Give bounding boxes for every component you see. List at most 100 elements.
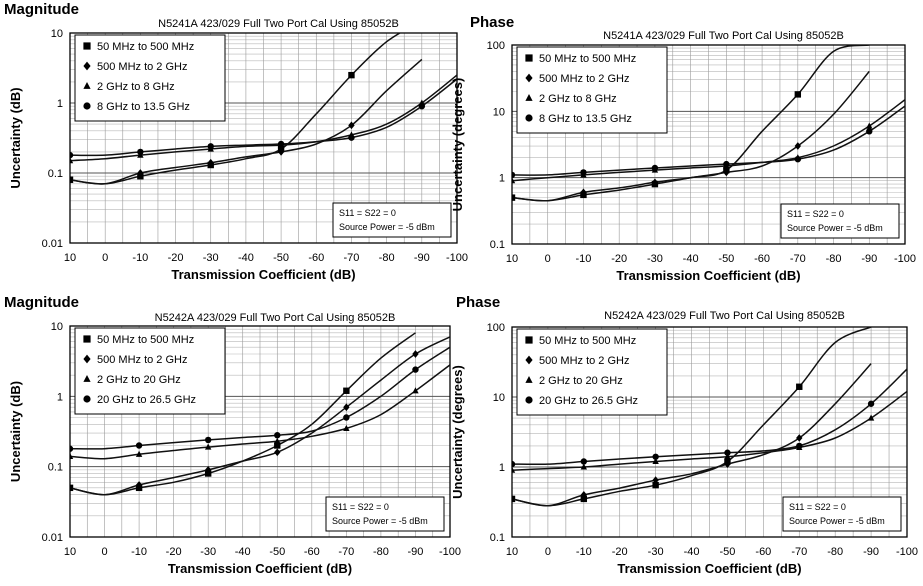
chart-title: N5241A 423/029 Full Two Port Cal Using 8… bbox=[158, 18, 399, 30]
chart-panel-4: Phase N5242A 423/029 Full Two Port Cal Us… bbox=[450, 294, 918, 576]
series-4-point bbox=[412, 366, 419, 373]
x-tick-label: -80 bbox=[373, 546, 389, 558]
series-2-point bbox=[274, 448, 281, 457]
x-tick-label: -100 bbox=[896, 546, 918, 558]
plot-area bbox=[512, 45, 905, 202]
series-4-point bbox=[348, 134, 355, 141]
x-tick-label: -100 bbox=[894, 253, 916, 265]
x-tick-label: -30 bbox=[200, 546, 216, 558]
plot-frame bbox=[511, 326, 908, 538]
x-tick-label: -30 bbox=[648, 546, 664, 558]
x-tick-label: -50 bbox=[269, 546, 285, 558]
x-tick-label: -70 bbox=[344, 252, 360, 264]
y-tick-label: 0.01 bbox=[42, 238, 63, 250]
x-tick-label: -20 bbox=[611, 253, 627, 265]
series-4-point bbox=[794, 155, 802, 163]
x-tick-label: -60 bbox=[755, 546, 771, 558]
notes-frame bbox=[780, 203, 900, 239]
legend-label-3: 2 GHz to 20 GHz bbox=[97, 374, 181, 386]
series-2-point bbox=[207, 158, 214, 167]
x-tick-label: 0 bbox=[545, 253, 551, 265]
y-tick-label: 100 bbox=[487, 322, 505, 334]
x-tick-label: -100 bbox=[439, 546, 461, 558]
notes-box: S11 = S22 = 0 Source Power = -5 dBm bbox=[780, 203, 900, 239]
x-tick-label: -80 bbox=[379, 252, 395, 264]
series-4-point bbox=[580, 169, 587, 176]
series-line-2 bbox=[512, 70, 870, 202]
y-tick-label: 0.01 bbox=[42, 532, 63, 544]
x-tick-label: -90 bbox=[414, 252, 430, 264]
legend-box bbox=[74, 327, 226, 415]
series-line-2 bbox=[512, 363, 872, 507]
legend-marker-3 bbox=[83, 375, 91, 382]
x-tick-label: 10 bbox=[506, 546, 518, 558]
series-3-point bbox=[580, 463, 588, 470]
chart-panel-2: Phase N5241A 423/029 Full Two Port Cal Us… bbox=[450, 14, 916, 283]
plot-frame bbox=[69, 325, 451, 538]
legend-label-4: 20 GHz to 26.5 GHz bbox=[539, 395, 638, 407]
chart-panel-3: Magnitude N5242A 423/029 Full Two Port Ca… bbox=[4, 294, 461, 576]
x-tick-label: -70 bbox=[338, 546, 354, 558]
series-1-point bbox=[343, 387, 350, 394]
plot-frame bbox=[511, 44, 906, 245]
notes-box: S11 = S22 = 0 Source Power = -5 dBm bbox=[782, 496, 902, 532]
series-3-point bbox=[512, 466, 516, 473]
notes-box: S11 = S22 = 0 Source Power = -5 dBm bbox=[325, 496, 445, 532]
series-1-point bbox=[794, 91, 802, 98]
x-tick-label: -100 bbox=[446, 252, 468, 264]
chart-title: N5241A 423/029 Full Two Port Cal Using 8… bbox=[603, 30, 844, 42]
x-tick-label: 10 bbox=[506, 253, 518, 265]
plot-frame bbox=[69, 32, 458, 244]
note-text-2: Source Power = -5 dBm bbox=[339, 222, 435, 232]
series-2-point bbox=[70, 483, 74, 492]
legend-label-2: 500 MHz to 2 GHz bbox=[97, 61, 187, 73]
series-line-2 bbox=[70, 58, 423, 185]
series-3-point bbox=[70, 452, 74, 459]
y-axis-label: Uncertainty (degrees) bbox=[450, 78, 465, 212]
series-4-point bbox=[512, 171, 516, 179]
legend-marker-2 bbox=[83, 354, 91, 364]
series-2-point bbox=[580, 491, 588, 499]
note-text-1: S11 = S22 = 0 bbox=[789, 502, 846, 512]
series-4-point bbox=[207, 143, 214, 150]
legend-box bbox=[516, 46, 668, 134]
x-tick-label: -10 bbox=[131, 546, 147, 558]
legend-label-4: 8 GHz to 13.5 GHz bbox=[539, 113, 632, 125]
series-2-point bbox=[512, 193, 516, 202]
series-4-point bbox=[418, 103, 426, 110]
x-tick-label: -70 bbox=[790, 253, 806, 265]
series-2-point bbox=[652, 476, 659, 484]
note-text-2: Source Power = -5 dBm bbox=[787, 223, 883, 233]
x-tick-label: -10 bbox=[576, 253, 592, 265]
x-tick-label: -50 bbox=[718, 253, 734, 265]
series-3-point bbox=[652, 457, 659, 465]
series-line-3 bbox=[512, 99, 905, 182]
legend-label-2: 500 MHz to 2 GHz bbox=[97, 354, 187, 366]
x-tick-label: -10 bbox=[576, 546, 592, 558]
legend-marker-3 bbox=[525, 376, 533, 383]
series-line-1 bbox=[70, 33, 402, 185]
y-tick-label: 1 bbox=[57, 391, 63, 403]
legend-marker-2 bbox=[525, 73, 533, 83]
series-4-point bbox=[70, 151, 74, 159]
x-tick-label: -20 bbox=[612, 546, 628, 558]
series-2-point bbox=[724, 460, 731, 468]
series-2-point bbox=[70, 175, 74, 184]
y-tick-label: 10 bbox=[493, 392, 505, 404]
series-line-3 bbox=[70, 74, 457, 162]
series-3-point bbox=[135, 450, 143, 457]
x-tick-label: -90 bbox=[408, 546, 424, 558]
series-4-point bbox=[512, 460, 516, 468]
legend-label-2: 500 MHz to 2 GHz bbox=[539, 73, 629, 85]
note-text-2: Source Power = -5 dBm bbox=[332, 516, 428, 526]
series-3-point bbox=[866, 122, 873, 129]
series-4-point bbox=[796, 442, 803, 450]
x-tick-label: -40 bbox=[684, 546, 700, 558]
y-tick-label: 1 bbox=[499, 462, 505, 474]
x-tick-label: -70 bbox=[791, 546, 807, 558]
note-text-2: Source Power = -5 dBm bbox=[789, 516, 885, 526]
y-tick-label: 0.1 bbox=[490, 239, 505, 251]
series-1-point bbox=[796, 383, 803, 390]
series-line-2 bbox=[70, 336, 450, 496]
